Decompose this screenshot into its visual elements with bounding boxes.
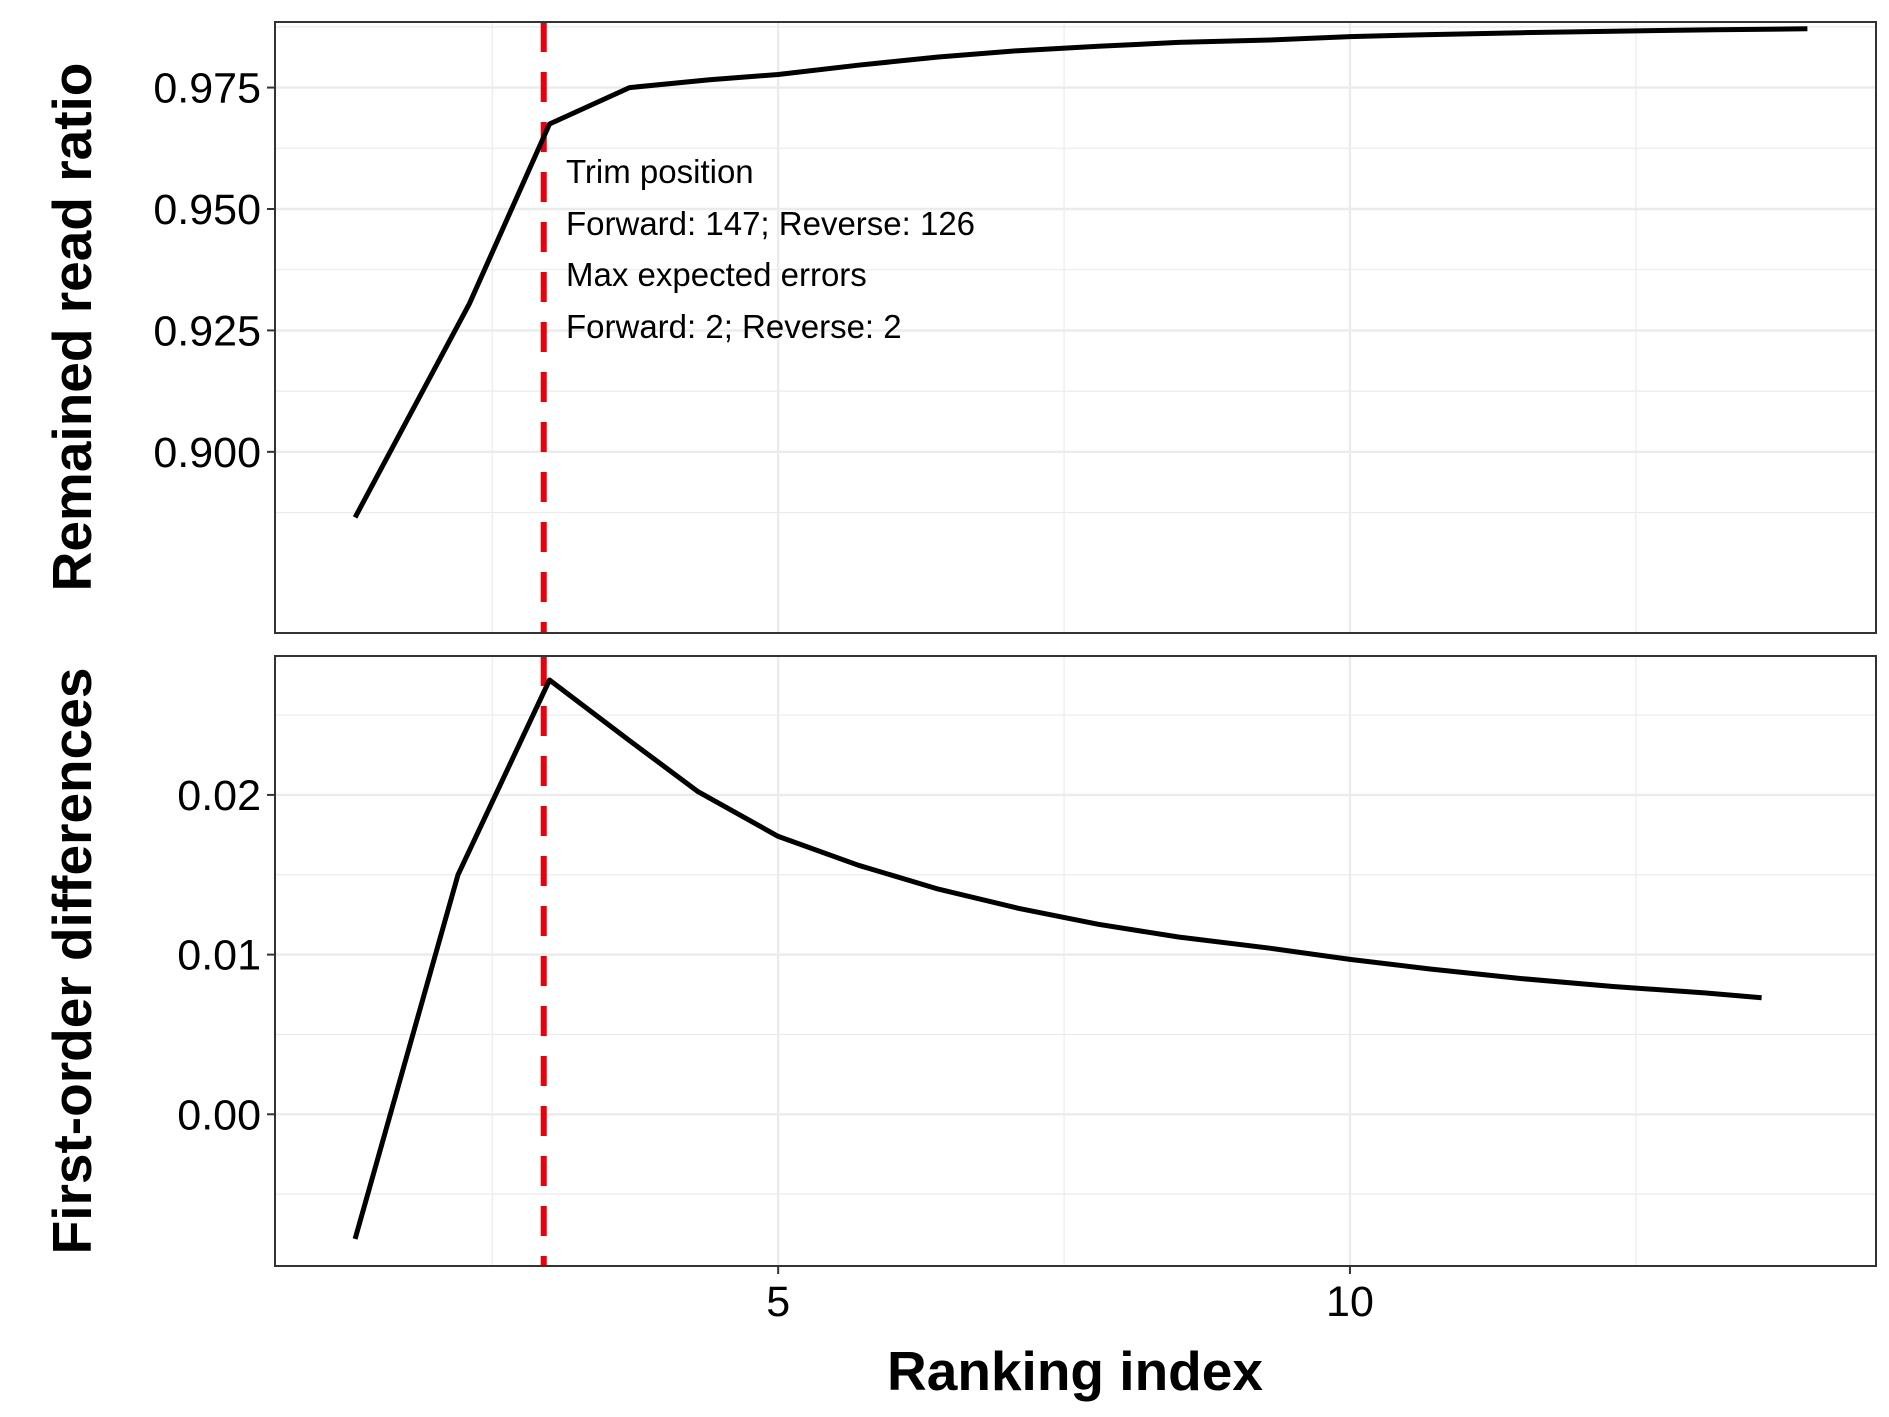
- top-series-line: [352, 26, 1808, 519]
- top-y-tick-label: 0.975: [153, 65, 261, 113]
- bottom-data-point: [1702, 990, 1707, 995]
- top-panel-series: [352, 26, 1810, 520]
- bottom-data-point: [627, 738, 632, 743]
- top-panel-border: [274, 21, 1877, 634]
- bottom-data-point: [1176, 935, 1181, 940]
- bottom-data-point: [1519, 976, 1524, 981]
- top-panel-y-ticks: 0.900 0.925 0.950 0.975: [153, 65, 275, 477]
- top-data-point: [547, 121, 552, 126]
- annotation-line-2: Forward: 147; Reverse: 126: [566, 205, 975, 242]
- top-data-point: [856, 63, 861, 68]
- bottom-data-point: [1016, 906, 1021, 911]
- bottom-panel-series: [352, 677, 1764, 1241]
- top-data-point: [707, 77, 712, 82]
- annotation-line-3: Max expected errors: [566, 256, 867, 293]
- top-data-point: [1347, 34, 1352, 39]
- top-y-tick-label: 0.900: [153, 429, 261, 477]
- bottom-data-point: [547, 677, 552, 682]
- top-panel: 0.900 0.925 0.950 0.975 Trim position Forwa…: [41, 21, 1877, 634]
- top-data-point: [1096, 44, 1101, 49]
- bottom-x-tick-label: 10: [1326, 1278, 1374, 1326]
- top-data-point: [467, 301, 472, 306]
- x-axis-title: Ranking index: [887, 1340, 1263, 1402]
- top-data-point: [627, 85, 632, 90]
- top-data-point: [1428, 32, 1433, 37]
- top-data-point: [776, 72, 781, 77]
- bottom-data-point: [1428, 966, 1433, 971]
- top-data-point: [1713, 27, 1718, 32]
- bottom-data-point: [1267, 946, 1272, 951]
- bottom-data-point: [1096, 922, 1101, 927]
- top-data-point: [353, 515, 358, 520]
- top-y-axis-title: Remained read ratio: [41, 63, 103, 592]
- bottom-panel-x-ticks: 5 10: [766, 1266, 1374, 1326]
- top-data-point: [1267, 37, 1272, 42]
- bottom-data-point: [1759, 995, 1764, 1000]
- bottom-panel-y-ticks: 0.00 0.01 0.02: [177, 772, 275, 1139]
- bottom-y-tick-label: 0.00: [177, 1091, 261, 1139]
- bottom-panel: 0.00 0.01 0.02 5 10 First-order differences…: [41, 655, 1877, 1402]
- bottom-y-axis-title: First-order differences: [41, 668, 103, 1255]
- bottom-series-line: [352, 677, 1762, 1240]
- top-data-point: [936, 54, 941, 59]
- bottom-y-tick-label: 0.01: [177, 932, 261, 980]
- bottom-data-point: [1610, 984, 1615, 989]
- top-data-point: [1016, 48, 1021, 53]
- top-data-point: [1610, 29, 1615, 34]
- bottom-data-point: [696, 789, 701, 794]
- bottom-x-tick-label: 5: [766, 1278, 790, 1326]
- bottom-data-point: [776, 834, 781, 839]
- bottom-data-point: [856, 863, 861, 868]
- bottom-data-point: [353, 1236, 358, 1241]
- bottom-panel-border: [274, 655, 1877, 1267]
- bottom-data-point: [936, 887, 941, 892]
- top-y-tick-label: 0.950: [153, 186, 261, 234]
- top-y-tick-label: 0.925: [153, 307, 261, 355]
- annotation-line-1: Trim position: [566, 153, 754, 190]
- trim-annotation: Trim position Forward: 147; Reverse: 126…: [566, 153, 975, 345]
- top-data-point: [1805, 26, 1810, 31]
- top-data-point: [1519, 30, 1524, 35]
- bottom-y-tick-label: 0.02: [177, 772, 261, 820]
- bottom-data-point: [455, 872, 460, 877]
- top-data-point: [1176, 40, 1181, 45]
- annotation-line-4: Forward: 2; Reverse: 2: [566, 308, 902, 345]
- bottom-data-point: [1347, 957, 1352, 962]
